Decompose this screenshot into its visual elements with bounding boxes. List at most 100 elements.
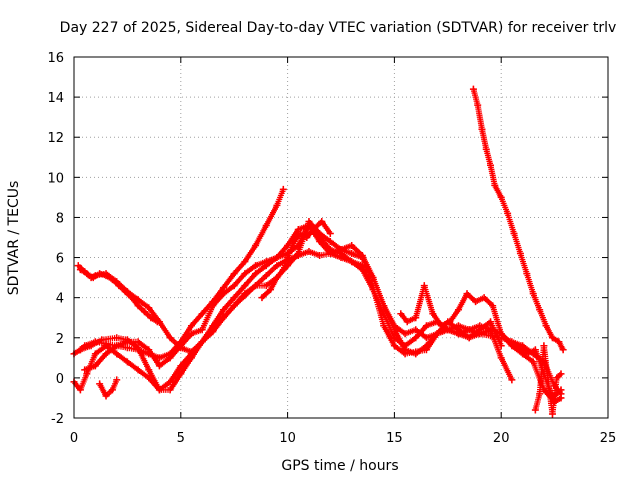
data-point xyxy=(422,342,430,350)
data-point xyxy=(128,294,136,302)
data-point xyxy=(91,350,99,358)
data-point xyxy=(523,350,531,358)
data-point xyxy=(123,338,131,346)
data-point xyxy=(358,254,366,262)
data-point xyxy=(102,342,110,350)
data-point xyxy=(121,288,129,296)
data-point xyxy=(422,334,430,342)
data-point xyxy=(155,386,163,394)
data-point xyxy=(397,310,405,318)
series-track-11 xyxy=(531,342,565,418)
data-point xyxy=(390,334,398,342)
data-point xyxy=(531,346,539,354)
data-point xyxy=(153,318,161,326)
data-point xyxy=(155,362,163,370)
data-point xyxy=(548,410,556,418)
data-point xyxy=(252,242,260,250)
data-point xyxy=(348,258,356,266)
data-point xyxy=(412,334,420,342)
data-point xyxy=(123,358,131,366)
data-point xyxy=(557,370,565,378)
data-point xyxy=(155,354,163,362)
y-tick-label: 6 xyxy=(56,252,64,267)
data-point xyxy=(134,366,142,374)
data-point xyxy=(463,290,471,298)
data-point xyxy=(465,334,473,342)
data-point xyxy=(555,338,563,346)
data-point xyxy=(220,290,228,298)
data-point xyxy=(113,350,121,358)
data-point xyxy=(241,282,249,290)
data-point xyxy=(480,294,488,302)
data-point xyxy=(531,406,539,414)
data-point xyxy=(177,362,185,370)
data-point xyxy=(506,338,514,346)
data-point xyxy=(548,334,556,342)
data-point xyxy=(83,270,91,278)
data-point xyxy=(102,392,110,400)
data-point xyxy=(559,346,567,354)
data-point xyxy=(305,248,313,256)
data-point xyxy=(465,326,473,334)
data-point xyxy=(326,246,334,254)
data-point xyxy=(316,234,324,241)
y-tick-label: 0 xyxy=(56,372,64,387)
series-track-9 xyxy=(76,266,161,326)
data-point xyxy=(108,386,116,394)
x-tick-label: 15 xyxy=(386,431,403,446)
data-point xyxy=(98,336,106,344)
data-point xyxy=(369,286,377,294)
data-point xyxy=(489,302,497,310)
data-point xyxy=(514,342,522,350)
data-point xyxy=(380,322,388,330)
data-point xyxy=(523,270,531,278)
data-point xyxy=(187,330,195,338)
data-point xyxy=(252,270,260,278)
data-point xyxy=(422,322,430,330)
y-tick-label: 10 xyxy=(47,171,64,186)
data-point xyxy=(166,334,174,342)
data-point xyxy=(230,270,238,278)
data-point xyxy=(230,294,238,302)
data-point xyxy=(273,262,281,270)
y-tick-label: 4 xyxy=(56,292,64,307)
series-track-10 xyxy=(96,376,121,400)
data-point xyxy=(220,314,228,322)
series-track-5 xyxy=(81,221,505,374)
data-point xyxy=(326,238,334,246)
data-point xyxy=(166,378,174,386)
data-point xyxy=(113,342,121,350)
data-point xyxy=(284,254,292,262)
data-point xyxy=(220,306,228,314)
data-point xyxy=(241,290,249,298)
data-point xyxy=(491,181,499,189)
data-point xyxy=(187,322,195,330)
data-point xyxy=(252,282,260,290)
data-point xyxy=(403,318,411,326)
data-point xyxy=(557,386,565,394)
data-point xyxy=(294,225,302,233)
data-point xyxy=(209,326,217,334)
data-point xyxy=(134,344,142,352)
data-point xyxy=(145,366,153,374)
data-point xyxy=(241,270,249,278)
data-point xyxy=(316,252,324,260)
data-point xyxy=(273,254,281,262)
data-point xyxy=(296,229,304,237)
data-point xyxy=(113,376,121,384)
data-point xyxy=(482,145,490,153)
data-point xyxy=(76,266,84,274)
data-point xyxy=(437,322,445,330)
data-point xyxy=(91,362,99,370)
y-axis-label: SDTVAR / TECUs xyxy=(6,181,22,296)
grid xyxy=(74,57,608,418)
data-point xyxy=(102,350,110,358)
data-point xyxy=(279,185,287,193)
data-point xyxy=(510,229,518,237)
y-tick-label: 12 xyxy=(47,131,64,146)
data-point xyxy=(380,310,388,318)
data-point xyxy=(76,346,84,354)
data-point xyxy=(544,378,552,386)
data-point xyxy=(273,274,281,282)
